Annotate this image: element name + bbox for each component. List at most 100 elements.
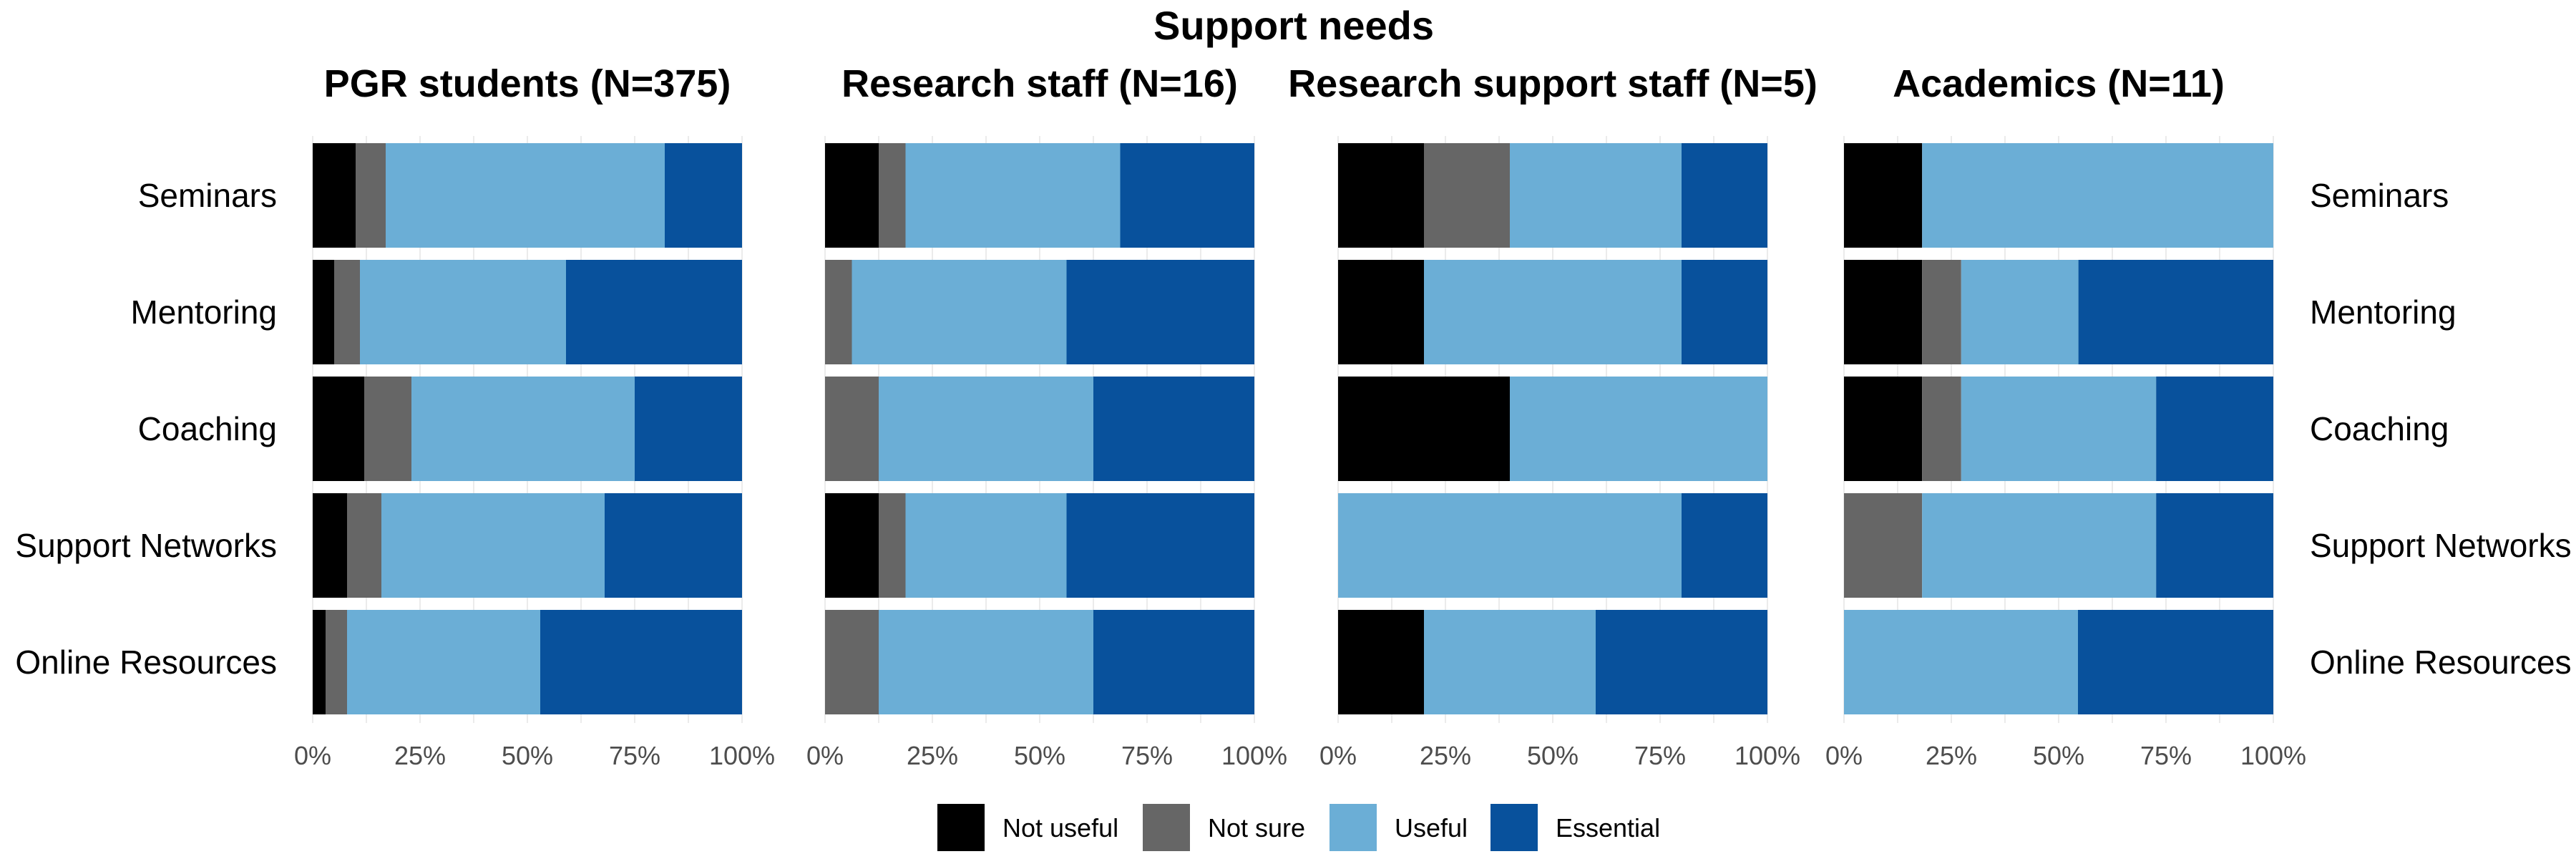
bar-online-resources-not-sure [825, 610, 879, 714]
bar-support-networks-not-sure [1844, 493, 1923, 598]
bar-support-networks-essential [605, 493, 742, 598]
legend-item-not-useful: Not useful [937, 804, 1118, 851]
panel-pgr-students-n-375: PGR students (N=375) 0% 25% 50% 75% 100% [294, 62, 775, 770]
category-label-left: Coaching [138, 410, 277, 447]
bar-online-resources-useful [1844, 610, 2078, 714]
bar-coaching-useful [411, 377, 635, 481]
bar-seminars-not-sure [879, 143, 906, 248]
bar-mentoring-useful [360, 260, 566, 364]
legend-swatch [937, 804, 985, 851]
bar-coaching-essential [1093, 377, 1254, 481]
chart-title: Support needs [1153, 3, 1434, 48]
x-tick-label: 75% [1121, 741, 1173, 770]
legend-label: Useful [1395, 813, 1468, 843]
bar-mentoring-essential [1682, 260, 1767, 364]
panel-research-support-staff-n-5: Research support staff (N=5) 0% 25% 50% 75% 1… [1288, 62, 1818, 770]
x-tick-label: 50% [2033, 741, 2084, 770]
bar-online-resources-useful [347, 610, 540, 714]
bar-coaching-useful [1510, 377, 1767, 481]
x-tick-label: 25% [394, 741, 446, 770]
bar-mentoring-useful [1424, 260, 1682, 364]
bar-online-resources-not-useful [313, 610, 326, 714]
x-tick-label: 100% [1735, 741, 1800, 770]
bar-support-networks-not-useful [313, 493, 347, 598]
bar-coaching-not-useful [1844, 377, 1923, 481]
x-tick-label: 100% [709, 741, 775, 770]
bar-support-networks-essential [2156, 493, 2273, 598]
category-label-left: Support Networks [15, 527, 277, 564]
bar-seminars-essential [1682, 143, 1767, 248]
x-tick-label: 25% [907, 741, 958, 770]
x-tick-label: 75% [1634, 741, 1686, 770]
legend-swatch [1143, 804, 1190, 851]
category-label-left: Online Resources [15, 644, 277, 681]
bar-seminars-essential [1120, 143, 1254, 248]
category-label-right: Coaching [2310, 410, 2449, 447]
x-tick-label: 100% [2240, 741, 2306, 770]
x-tick-label: 0% [294, 741, 331, 770]
left-category-labels: Seminars Mentoring Coaching Support Network… [15, 177, 277, 681]
category-label-left: Mentoring [130, 293, 277, 331]
bar-mentoring-not-sure [334, 260, 360, 364]
bar-mentoring-useful [1961, 260, 2079, 364]
bar-mentoring-essential [566, 260, 742, 364]
bar-coaching-not-sure [825, 377, 879, 481]
panel-title: Research support staff (N=5) [1288, 62, 1818, 105]
x-tick-label: 0% [806, 741, 844, 770]
bar-online-resources-not-sure [326, 610, 347, 714]
bar-seminars-useful [1922, 143, 2273, 248]
bar-online-resources-useful [879, 610, 1093, 714]
bar-mentoring-not-useful [313, 260, 334, 364]
bar-seminars-useful [1510, 143, 1682, 248]
panel-academics-n-11: Academics (N=11) 0% 25% 50% 75% 100% [1825, 62, 2306, 770]
bar-support-networks-useful [1338, 493, 1682, 598]
bar-support-networks-essential [1066, 493, 1254, 598]
bar-mentoring-not-useful [1844, 260, 1923, 364]
bar-coaching-essential [635, 377, 742, 481]
legend-item-useful: Useful [1330, 804, 1468, 851]
bar-online-resources-essential [1596, 610, 1767, 714]
panel-research-staff-n-16: Research staff (N=16) 0% 25% 50% 75% 100% [806, 62, 1287, 770]
bar-mentoring-useful [852, 260, 1067, 364]
bar-seminars-not-sure [356, 143, 386, 248]
bar-seminars-useful [905, 143, 1121, 248]
category-label-left: Seminars [138, 177, 277, 214]
bar-coaching-not-useful [313, 377, 364, 481]
bar-support-networks-not-useful [825, 493, 879, 598]
right-category-labels: Seminars Mentoring Coaching Support Network… [2310, 177, 2572, 681]
bar-seminars-not-useful [1338, 143, 1424, 248]
legend-item-essential: Essential [1491, 804, 1660, 851]
bar-coaching-not-sure [364, 377, 411, 481]
x-tick-label: 50% [1527, 741, 1579, 770]
x-tick-label: 0% [1319, 741, 1357, 770]
x-tick-label: 0% [1825, 741, 1863, 770]
bar-mentoring-not-sure [825, 260, 852, 364]
panels: PGR students (N=375)0% 25% 50% 75% 100%Resea… [294, 62, 2306, 770]
category-label-right: Online Resources [2310, 644, 2572, 681]
legend-label: Essential [1556, 813, 1660, 843]
bar-coaching-useful [879, 377, 1093, 481]
bar-mentoring-essential [1066, 260, 1254, 364]
bar-seminars-useful [386, 143, 665, 248]
panel-title: Research staff (N=16) [841, 62, 1238, 105]
bar-support-networks-useful [905, 493, 1067, 598]
legend-item-not-sure: Not sure [1143, 804, 1305, 851]
bar-seminars-not-useful [1844, 143, 1923, 248]
bar-support-networks-useful [1922, 493, 2157, 598]
bar-support-networks-useful [381, 493, 605, 598]
bar-mentoring-essential [2078, 260, 2273, 364]
bar-seminars-not-useful [313, 143, 356, 248]
bar-coaching-not-sure [1922, 377, 1961, 481]
bar-online-resources-not-useful [1338, 610, 1424, 714]
bar-support-networks-essential [1682, 493, 1767, 598]
bar-online-resources-essential [1093, 610, 1254, 714]
bar-support-networks-not-sure [347, 493, 381, 598]
x-tick-label: 50% [1014, 741, 1065, 770]
legend-swatch [1330, 804, 1377, 851]
bar-coaching-useful [1961, 377, 2157, 481]
legend-label: Not sure [1208, 813, 1305, 843]
bar-seminars-not-useful [825, 143, 879, 248]
x-tick-label: 25% [1420, 741, 1471, 770]
